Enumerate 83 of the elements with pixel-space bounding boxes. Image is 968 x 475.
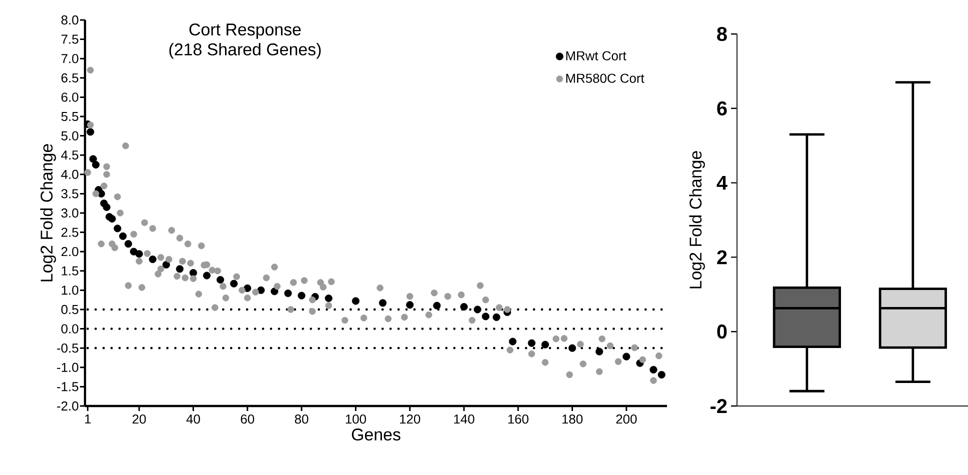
- y-tick-label: -1.0: [57, 362, 78, 372]
- point: [433, 302, 441, 310]
- x-tick-label: 1: [85, 414, 91, 424]
- text: (218 Shared Genes): [169, 42, 321, 59]
- y-tick-label: 6.0: [61, 92, 78, 102]
- point: [86, 128, 94, 136]
- y-tick-label: 8.0: [61, 15, 78, 25]
- y-tick-label: 2.5: [61, 228, 78, 237]
- y-tick-label: 3.5: [61, 189, 78, 198]
- y-tick-label: 6: [717, 101, 727, 116]
- point: [596, 348, 604, 356]
- point: [244, 284, 252, 292]
- point: [230, 280, 238, 288]
- x-tick-label: 140: [454, 414, 474, 424]
- point: [658, 370, 666, 379]
- point: [528, 339, 536, 347]
- y-tick-label: -2.0: [57, 401, 78, 411]
- point: [482, 312, 490, 320]
- x-axis-title: Genes: [352, 428, 400, 441]
- y-tick-label: 4.0: [61, 170, 78, 179]
- point: [92, 160, 100, 169]
- y-tick-label: 4: [716, 176, 728, 190]
- y-axis-title: Log2 Fold Change: [689, 151, 705, 288]
- point: [474, 306, 482, 314]
- legend-label: MRwt Cort: [566, 51, 626, 60]
- point: [114, 224, 122, 232]
- y-tick-label: 5.0: [61, 131, 78, 140]
- point: [406, 301, 414, 309]
- x-tick-label: 20: [132, 414, 146, 424]
- point: [568, 344, 576, 352]
- point: [124, 240, 132, 248]
- y-tick-label: 1.0: [62, 286, 78, 295]
- point: [162, 260, 170, 269]
- y-tick-label: 0.5: [61, 304, 78, 314]
- point: [108, 215, 116, 223]
- x-tick-label: 180: [562, 414, 583, 424]
- y-tick-label: 7.0: [61, 54, 78, 64]
- x-tick-label: 100: [346, 414, 366, 424]
- point: [189, 269, 198, 277]
- point: [460, 303, 468, 311]
- x-tick-label: 120: [400, 414, 420, 424]
- y-tick-label: 8: [717, 26, 727, 42]
- point: [650, 366, 658, 374]
- point: [176, 265, 184, 273]
- point: [324, 294, 332, 302]
- y-tick-label: 7.5: [61, 34, 78, 44]
- legend-label: MR580C Cort: [566, 74, 644, 83]
- y-tick-label: 2: [717, 250, 727, 264]
- y-tick-label: 5.5: [61, 112, 78, 122]
- y-tick-label: -2: [710, 399, 727, 413]
- x-tick-label: 80: [294, 414, 308, 424]
- point: [378, 299, 387, 307]
- point: [148, 256, 156, 264]
- point: [352, 297, 360, 305]
- y-tick-label: 0: [717, 324, 727, 339]
- point: [298, 292, 306, 300]
- x-tick-label: 160: [508, 414, 528, 424]
- point: [508, 338, 516, 346]
- point: [257, 286, 265, 294]
- y-tick-label: 3.0: [61, 208, 78, 218]
- point: [216, 276, 224, 284]
- y-tick-label: -1.5: [57, 382, 78, 392]
- y-axis-title: Log2 Fold Change: [40, 144, 56, 282]
- y-tick-label: 0.0: [61, 324, 78, 334]
- x-tick-label: 40: [186, 414, 200, 424]
- point: [203, 272, 211, 280]
- point: [284, 290, 292, 298]
- y-tick-label: 6.5: [61, 73, 78, 82]
- y-tick-label: 4.5: [61, 150, 78, 160]
- point: [119, 232, 127, 240]
- point: [541, 340, 549, 348]
- y-tick-label: 1.5: [62, 266, 78, 276]
- x-tick-label: 60: [240, 414, 254, 424]
- x-tick-label: 200: [616, 414, 637, 424]
- point: [135, 250, 143, 258]
- chart-title: Cort Response: [189, 24, 301, 39]
- point: [270, 288, 278, 296]
- point: [102, 203, 110, 211]
- point: [492, 313, 500, 322]
- y-tick-label: 2.0: [61, 247, 78, 256]
- point: [622, 352, 630, 360]
- y-tick-label: -0.5: [57, 344, 78, 353]
- point: [89, 155, 97, 163]
